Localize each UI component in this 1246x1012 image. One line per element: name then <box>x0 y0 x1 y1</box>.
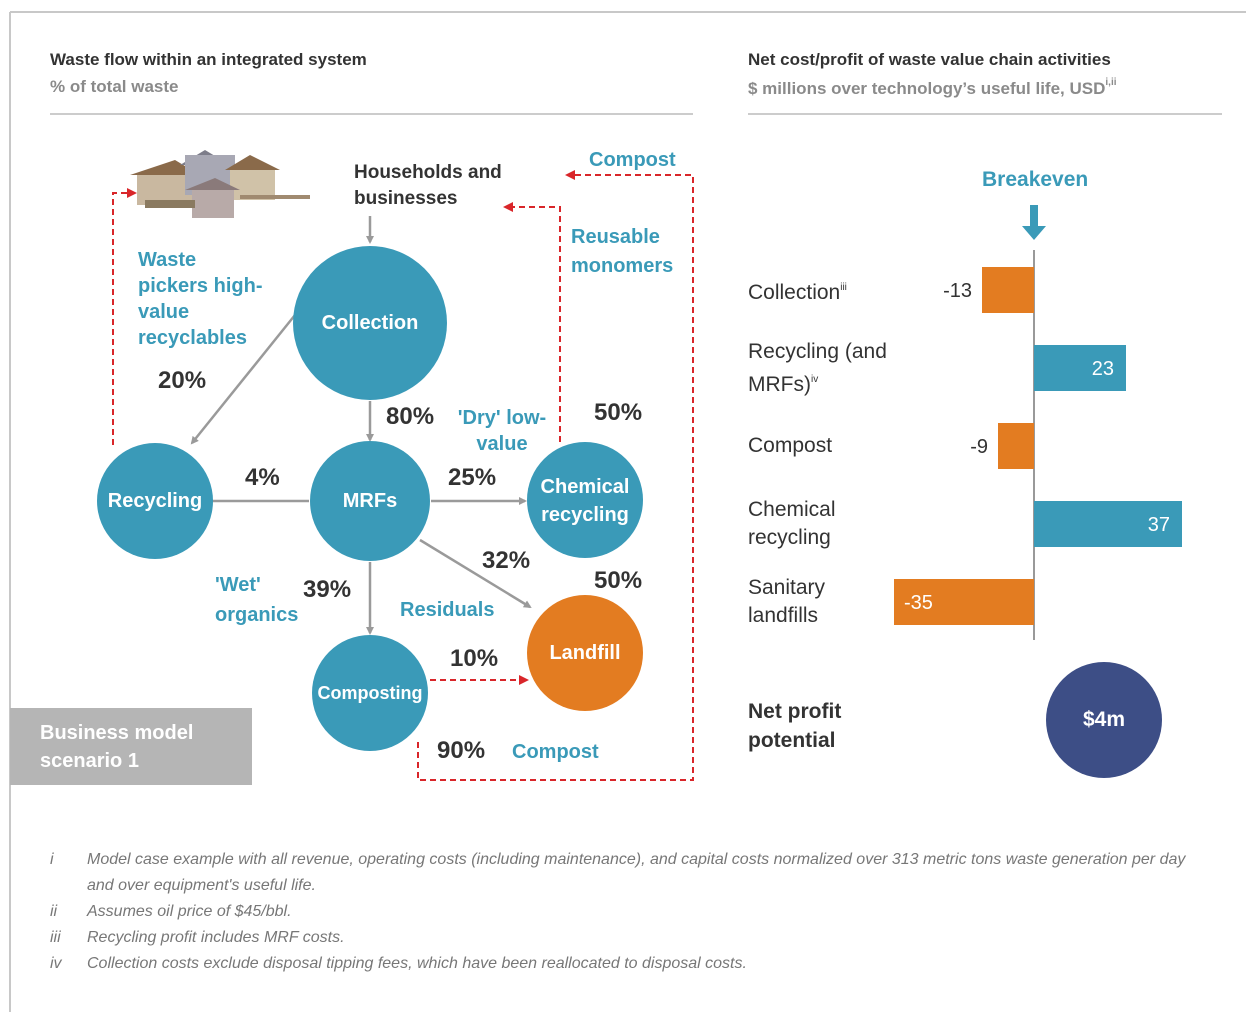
category-text: Sanitary landfills <box>748 574 888 630</box>
value-label: 37 <box>1148 514 1170 536</box>
footnote-marker: iii <box>50 929 61 946</box>
pct-label: 80% <box>386 403 435 430</box>
scenario-label: Business model scenario 1 <box>40 722 194 772</box>
pct-label: 10% <box>450 645 499 672</box>
flow-arrows <box>190 216 532 635</box>
category-text: Chemical recycling <box>748 496 888 552</box>
category-name: Collection <box>748 280 841 304</box>
left-title: Waste flow within an integrated system <box>50 50 367 69</box>
footnote-marker: ii <box>50 903 58 920</box>
category-name: Chemical recycling <box>748 498 836 549</box>
subtitle-text: $ millions over technology’s useful life… <box>748 79 1106 98</box>
compost-label: Compost <box>512 741 599 763</box>
scenario-box <box>10 708 252 785</box>
bar <box>982 267 1034 313</box>
return-arrows <box>112 170 694 781</box>
footnote-text: Model case example with all revenue, ope… <box>87 851 1186 894</box>
bar <box>1034 501 1182 547</box>
pct-label: 4% <box>245 464 280 491</box>
nodes <box>97 246 643 751</box>
bar <box>894 579 1034 625</box>
waste-pickers-label: Waste pickers high-value recyclables <box>138 249 263 349</box>
category-name: Compost <box>748 434 833 457</box>
category-name: Recycling (and MRFs) <box>748 339 887 396</box>
category-label: Sanitary landfills <box>748 567 888 637</box>
pct-label: 90% <box>437 737 486 764</box>
net-profit-label: Net profit potential <box>748 700 842 752</box>
pct-label: 39% <box>303 576 352 603</box>
breakeven-label: Breakeven <box>982 168 1089 191</box>
value-label: -13 <box>943 280 972 302</box>
composting-label: Composting <box>317 683 423 703</box>
category-text: Recycling (and MRFs)iv <box>748 338 888 399</box>
mrfs-label: MRFs <box>342 490 398 512</box>
category-label: Compost <box>748 411 888 481</box>
pct-label: 32% <box>482 547 531 574</box>
footnote: i Model case example with all revenue, op… <box>50 847 1187 899</box>
compost-label: Compost <box>589 149 676 171</box>
footnote-text: Collection costs exclude disposal tippin… <box>87 955 747 972</box>
houses-icon <box>130 150 310 218</box>
net-profit-value: $4m <box>1082 708 1126 731</box>
dry-label: 'Dry' low-value <box>457 407 547 455</box>
value-label: 23 <box>1092 358 1114 380</box>
footnote: iv Collection costs exclude disposal tipp… <box>50 951 1187 977</box>
footnote-marker: i <box>50 851 54 868</box>
footnote-text: Assumes oil price of $45/bbl. <box>87 903 292 920</box>
footnote-marker: iv <box>50 955 62 972</box>
category-text: Compost <box>748 432 832 460</box>
landfill-label: Landfill <box>549 642 621 664</box>
category-sup: iii <box>840 281 847 293</box>
residuals-label: Residuals <box>400 599 495 621</box>
pct-label: 25% <box>448 464 497 491</box>
category-label: Chemical recycling <box>748 489 888 559</box>
bar <box>1034 345 1126 391</box>
bars: -13 23 -9 37 -35 <box>894 267 1182 625</box>
category-text: Collectioniii <box>748 274 847 307</box>
pct-label: 50% <box>594 399 643 426</box>
category-name: Sanitary landfills <box>748 576 826 627</box>
bar <box>998 423 1034 469</box>
reusable-label: Reusable monomers <box>571 226 674 277</box>
value-label: -35 <box>904 592 933 614</box>
footnote: iii Recycling profit includes MRF costs. <box>50 925 1187 951</box>
category-label: Recycling (and MRFs)iv <box>748 333 888 403</box>
value-label: -9 <box>970 436 988 458</box>
wet-label: 'Wet' organics <box>215 574 299 626</box>
footnote-text: Recycling profit includes MRF costs. <box>87 929 345 946</box>
pct-label: 20% <box>158 367 207 394</box>
subtitle-sup: i,ii <box>1105 77 1117 88</box>
chemical-recycling-label: Chemical recycling <box>540 476 630 526</box>
category-sup: iv <box>810 373 819 385</box>
households-label: Households and businesses <box>354 162 502 209</box>
pct-label: 50% <box>594 567 643 594</box>
breakeven-arrow <box>1022 205 1046 240</box>
net-profit-circle <box>1046 662 1162 778</box>
chart-subtitle: $ millions over technology’s useful life… <box>748 77 1117 99</box>
chart-title: Net cost/profit of waste value chain act… <box>748 50 1111 69</box>
left-subtitle: % of total waste <box>50 77 179 96</box>
recycling-label: Recycling <box>107 490 203 512</box>
footnote: ii Assumes oil price of $45/bbl. <box>50 899 1187 925</box>
category-label: Collectioniii <box>748 255 888 325</box>
collection-label: Collection <box>321 312 419 334</box>
